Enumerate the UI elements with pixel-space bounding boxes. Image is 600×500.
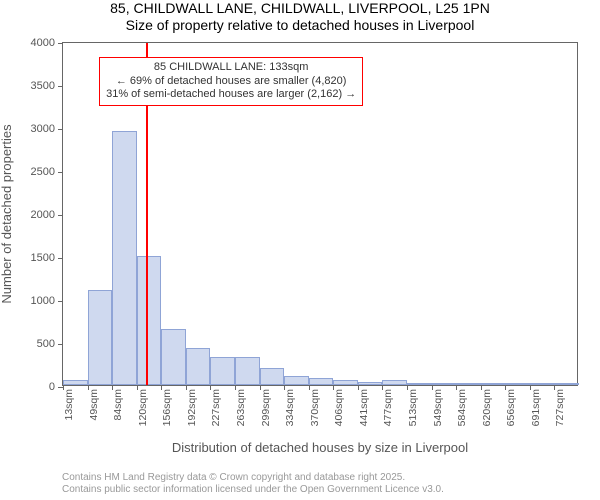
histogram-bar	[210, 357, 235, 385]
y-tick-label: 3000	[31, 123, 63, 135]
y-tick-label: 1500	[31, 252, 63, 264]
x-tick-label: 299sqm	[260, 385, 272, 426]
x-tick-label: 656sqm	[505, 385, 517, 426]
annotation-line-1: 85 CHILDWALL LANE: 133sqm	[106, 61, 356, 75]
y-tick-label: 2000	[31, 209, 63, 221]
plot-area: 0500100015002000250030003500400013sqm49s…	[62, 42, 578, 386]
x-tick-label: 227sqm	[210, 385, 222, 426]
histogram-bar	[186, 348, 211, 385]
y-tick-label: 3500	[31, 80, 63, 92]
x-tick-label: 13sqm	[63, 385, 75, 421]
x-tick-label: 513sqm	[407, 385, 419, 426]
histogram-bar	[309, 378, 334, 385]
x-tick-label: 263sqm	[235, 385, 247, 426]
x-tick-label: 727sqm	[554, 385, 566, 426]
y-tick-label: 1000	[31, 295, 63, 307]
histogram-bar	[88, 290, 113, 385]
x-tick-label: 406sqm	[333, 385, 345, 426]
annotation-line-2: ← 69% of detached houses are smaller (4,…	[106, 75, 356, 89]
x-axis-label: Distribution of detached houses by size …	[172, 440, 468, 455]
histogram-bar	[235, 357, 260, 385]
footer-line-1: Contains HM Land Registry data © Crown c…	[62, 472, 444, 484]
x-tick-label: 49sqm	[88, 385, 100, 421]
property-size-histogram: 85, CHILDWALL LANE, CHILDWALL, LIVERPOOL…	[0, 0, 600, 500]
y-tick-label: 500	[37, 338, 63, 350]
histogram-bar	[137, 256, 162, 385]
x-tick-label: 549sqm	[432, 385, 444, 426]
x-tick-label: 691sqm	[530, 385, 542, 426]
histogram-bar	[112, 131, 137, 385]
footer-line-2: Contains public sector information licen…	[62, 484, 444, 496]
x-tick-label: 192sqm	[186, 385, 198, 426]
x-tick-label: 334sqm	[284, 385, 296, 426]
x-tick-label: 84sqm	[112, 385, 124, 421]
chart-title-sub: Size of property relative to detached ho…	[0, 17, 600, 34]
y-tick-label: 4000	[31, 37, 63, 49]
x-tick-label: 584sqm	[456, 385, 468, 426]
attribution-footer: Contains HM Land Registry data © Crown c…	[62, 472, 444, 496]
annotation-line-3: 31% of semi-detached houses are larger (…	[106, 88, 356, 102]
x-tick-label: 120sqm	[137, 385, 149, 426]
chart-title-main: 85, CHILDWALL LANE, CHILDWALL, LIVERPOOL…	[0, 0, 600, 17]
x-tick-label: 441sqm	[358, 385, 370, 426]
y-axis-label: Number of detached properties	[0, 124, 14, 303]
x-tick-label: 156sqm	[161, 385, 173, 426]
x-tick-label: 477sqm	[382, 385, 394, 426]
x-tick-label: 620sqm	[481, 385, 493, 426]
y-tick-label: 0	[49, 381, 63, 393]
histogram-bar	[260, 368, 285, 385]
y-tick-label: 2500	[31, 166, 63, 178]
histogram-bar	[284, 376, 309, 385]
x-tick-label: 370sqm	[309, 385, 321, 426]
histogram-bar	[161, 329, 186, 385]
annotation-box: 85 CHILDWALL LANE: 133sqm← 69% of detach…	[99, 57, 363, 106]
